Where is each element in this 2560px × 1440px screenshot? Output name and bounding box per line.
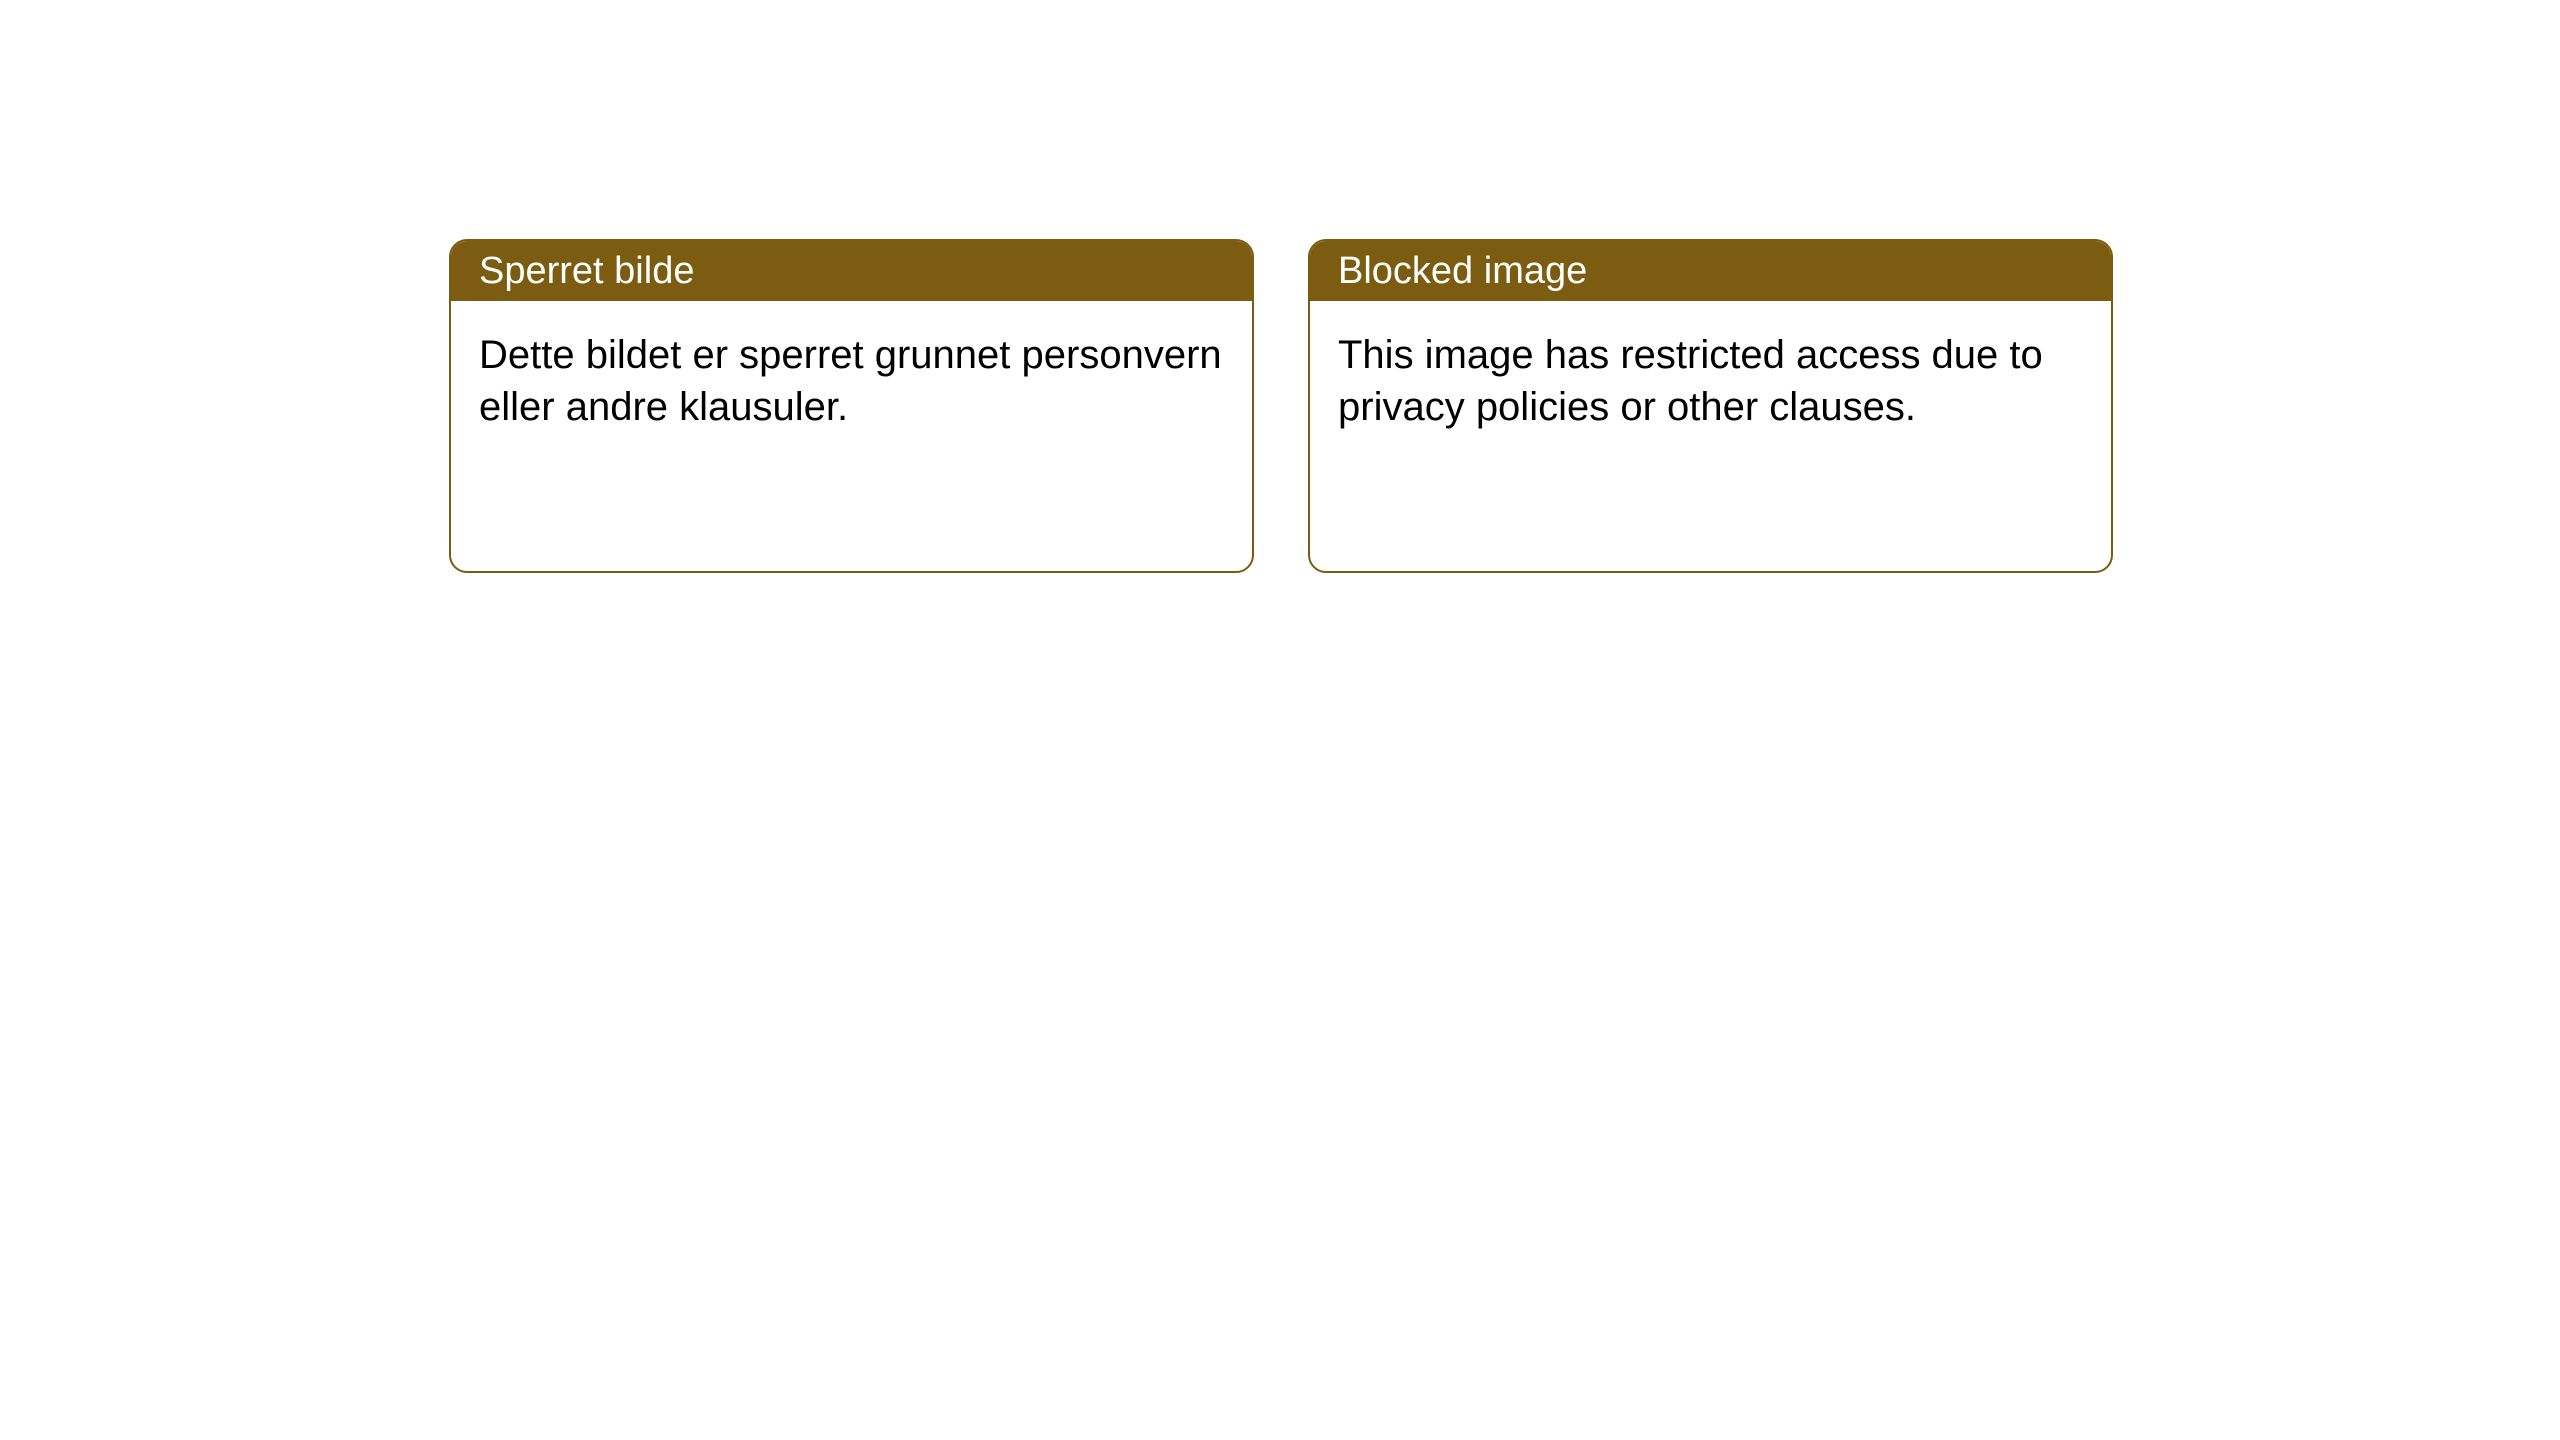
card-title: Blocked image bbox=[1338, 250, 1587, 293]
card-title: Sperret bilde bbox=[479, 250, 694, 293]
card-body-text: Dette bildet er sperret grunnet personve… bbox=[479, 333, 1222, 429]
card-header: Blocked image bbox=[1310, 241, 2111, 301]
notice-card-norwegian: Sperret bilde Dette bildet er sperret gr… bbox=[449, 239, 1254, 573]
notice-container: Sperret bilde Dette bildet er sperret gr… bbox=[449, 239, 2113, 573]
notice-card-english: Blocked image This image has restricted … bbox=[1308, 239, 2113, 573]
card-body: Dette bildet er sperret grunnet personve… bbox=[451, 301, 1252, 461]
card-body: This image has restricted access due to … bbox=[1310, 301, 2111, 461]
card-body-text: This image has restricted access due to … bbox=[1338, 333, 2043, 429]
card-header: Sperret bilde bbox=[451, 241, 1252, 301]
